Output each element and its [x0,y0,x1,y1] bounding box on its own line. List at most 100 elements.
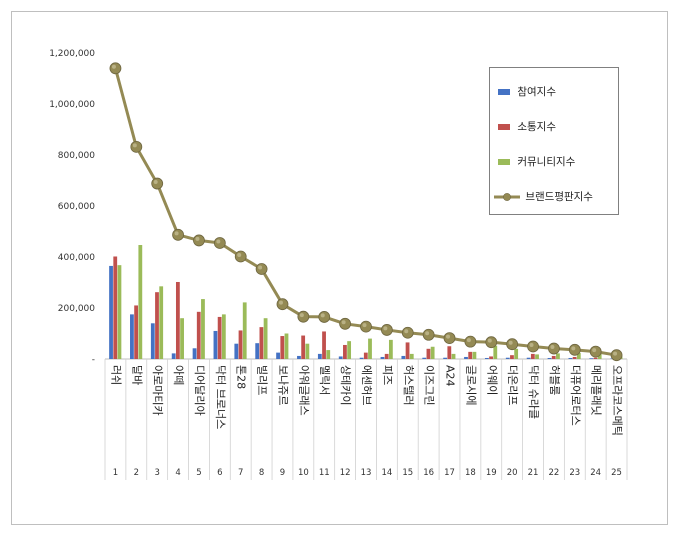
category-label: 글로시에 [464,365,477,405]
bar-community [409,353,414,359]
bar-community [472,351,477,359]
legend-item-brand-reputation: 브랜드평판지수 [494,189,593,203]
rank-label: 20 [507,468,518,478]
bar-participation [213,330,218,359]
bar-communication [259,327,264,359]
bar-community [493,345,498,359]
bar-participation [234,343,239,359]
category-label: 어웨이 [485,365,498,395]
rank-label: 5 [196,468,201,478]
bar-participation [505,357,510,359]
rank-label: 2 [134,468,139,478]
category-label: 에센허브 [360,365,373,405]
category-label: 메리플래닛 [590,365,603,416]
brand-reputation-point-highlight [195,236,200,241]
bar-participation [276,352,280,359]
legend-label-participation: 참여지수 [517,86,556,98]
bar-participation [401,355,406,359]
brand-reputation-point-highlight [174,231,179,236]
category-label: 아로마티카 [151,365,164,416]
brand-reputation-point [380,324,393,336]
brand-reputation-point [589,345,602,358]
bar-communication [426,348,431,359]
bar-participation [192,348,197,359]
category-label: 더퓨어로터스 [569,365,582,426]
brand-reputation-point [360,320,372,333]
rank-label: 21 [528,468,539,478]
brand-reputation-point-highlight [383,326,388,331]
legend-line-marker-icon [494,192,520,201]
bar-community [597,353,602,359]
category-label: 러쉬 [109,365,122,385]
brand-reputation-point-highlight [299,313,304,318]
rank-label: 14 [381,468,392,478]
rank-label: 13 [361,468,372,478]
brand-reputation-point-highlight [320,313,325,318]
bar-communication [343,344,347,359]
brand-reputation-point [506,338,519,351]
legend-label-communication: 소통지수 [517,121,556,133]
brand-reputation-point [401,326,414,339]
bar-participation [380,356,385,359]
legend-item-communication: 소통지수 [498,119,556,133]
category-label: 멜릭서 [318,365,331,395]
legend-item-participation: 참여지수 [498,84,556,98]
bar-communication [238,330,243,359]
bar-participation [484,357,489,359]
rank-label: 12 [340,468,351,478]
category-label: 샹테카이 [339,365,352,405]
bar-community [263,318,268,359]
brand-reputation-point [527,340,539,353]
category-label: 보나쥬르 [276,365,289,405]
bar-communication [196,311,201,359]
bar-communication [447,346,452,359]
rank-label: 10 [298,468,309,478]
bar-communication [384,353,389,359]
brand-reputation-point [276,298,289,311]
brand-reputation-point-highlight [487,338,492,343]
brand-reputation-point-highlight [362,323,367,328]
rank-label: 8 [259,468,264,478]
y-tick-label: - [92,355,95,365]
legend-swatch-communication [498,123,510,130]
category-label: 디어달리아 [193,365,206,416]
bar-community [514,348,519,359]
brand-reputation-point [255,263,268,275]
bar-community [159,286,164,359]
category-label: 아워글래스 [297,365,310,416]
bar-participation [589,358,594,359]
category-label: 허스텔러 [402,365,415,405]
rank-label: 6 [217,468,222,478]
bar-participation [443,357,448,359]
bar-participation [568,357,573,359]
brand-reputation-point-highlight [529,343,534,348]
bar-participation [547,357,552,359]
brand-reputation-point-highlight [341,320,346,325]
brand-reputation-point [151,177,164,190]
rank-label: 11 [319,468,330,478]
bar-communication [363,352,368,359]
category-label: 닥터 슈라클 [527,365,540,419]
legend-label-brand-reputation: 브랜드평판지수 [525,191,593,203]
brand-reputation-point-highlight [592,348,597,353]
bar-community [576,352,581,359]
brand-reputation-point-highlight [237,252,242,257]
bar-community [284,333,289,359]
brand-reputation-point [109,62,122,75]
y-tick-label: 600,000 [58,202,95,212]
bar-communication [510,355,514,359]
bar-participation [359,357,364,359]
brand-reputation-point-highlight [613,351,618,356]
brand-reputation-point [443,332,456,344]
brand-reputation-point [318,311,331,323]
y-tick-label: 200,000 [58,304,95,314]
brand-reputation-point [172,228,184,241]
brand-reputation-point [297,310,310,323]
brand-reputation-point [610,349,623,362]
brand-reputation-point-highlight [278,300,283,305]
bar-participation [338,356,343,359]
bar-communication [301,335,306,359]
bar-community [535,354,539,359]
y-tick-label: 400,000 [58,253,95,263]
category-label: 닥터 브로너스 [214,365,227,429]
